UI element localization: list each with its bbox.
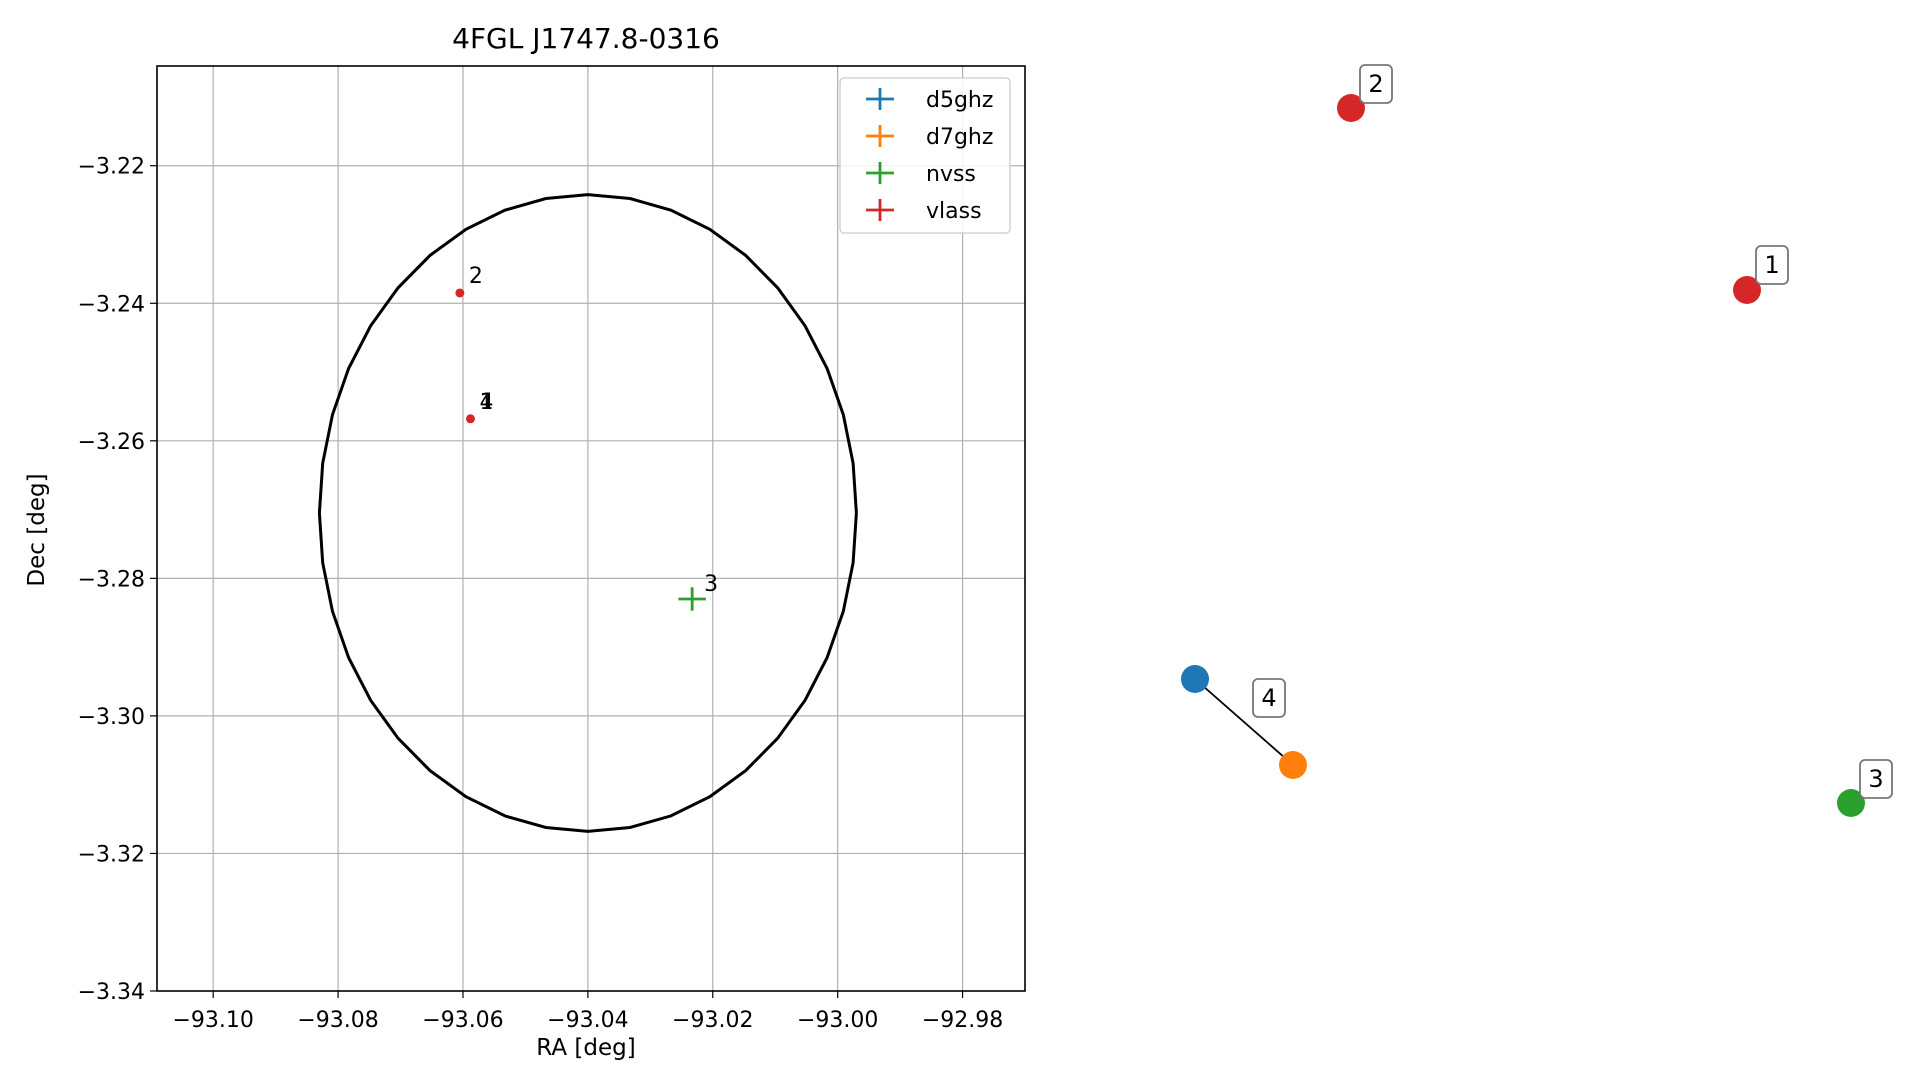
point-label: 4 [479, 390, 493, 415]
graph-node-label-box [1252, 678, 1286, 718]
x-tick-label: −93.10 [172, 1008, 253, 1033]
y-tick-label: −3.26 [78, 430, 145, 455]
point-label: 1 [479, 390, 493, 415]
localization-ellipse [317, 193, 858, 833]
y-axis-label: Dec [deg] [24, 473, 50, 586]
y-tick-label: −3.28 [78, 567, 145, 592]
x-tick-label: −93.00 [797, 1008, 878, 1033]
point-label: 3 [704, 572, 718, 597]
graph-node [1837, 789, 1865, 817]
localization-ellipse-group [317, 193, 858, 833]
legend: d5ghz d7ghz nvss vlass [839, 77, 1011, 234]
legend-entries: d5ghz d7ghz nvss vlass [866, 88, 993, 224]
y-tick-label: −3.30 [78, 705, 145, 730]
y-tick-label: −3.24 [78, 292, 145, 317]
data-point-vlass [455, 288, 465, 298]
graph-node-label-box [1359, 64, 1393, 104]
graph-node-label: 1 [1764, 251, 1779, 279]
x-tick-label: −93.02 [672, 1008, 753, 1033]
x-tick-label: −93.06 [422, 1008, 503, 1033]
y-tick-label: −3.22 [78, 155, 145, 180]
legend-label-d5ghz: d5ghz [926, 88, 993, 113]
graph-node [1337, 94, 1365, 122]
graph-edge [1194, 678, 1294, 766]
plot-frame [156, 65, 1026, 992]
graph-node-label-box [1755, 245, 1789, 285]
graph-node [1181, 665, 1209, 693]
point-label: 2 [469, 264, 483, 289]
y-tick-label: −3.32 [78, 842, 145, 867]
graph-node-label: 2 [1368, 70, 1383, 98]
scatter-panel: 4FGL J1747.8-0316 3 2 14 −93.10 −93.08 −93.0… [24, 22, 1026, 1061]
data-points: 3 2 14 [455, 264, 718, 611]
legend-label-d7ghz: d7ghz [926, 125, 993, 150]
legend-label-nvss: nvss [926, 162, 976, 187]
graph-node [1279, 751, 1307, 779]
legend-box [839, 77, 1011, 234]
x-tick-label: −93.08 [297, 1008, 378, 1033]
legend-label-vlass: vlass [926, 199, 982, 224]
data-point-vlass [465, 414, 475, 424]
x-tick-label: −92.98 [922, 1008, 1003, 1033]
graph-node-label-box [1859, 759, 1893, 799]
graph-node-label: 4 [1261, 684, 1276, 712]
y-axis-ticks: −3.22 −3.24 −3.26 −3.28 −3.30 −3.32 −3.34 [78, 155, 157, 1005]
chart-title: 4FGL J1747.8-0316 [452, 22, 720, 55]
x-axis-label: RA [deg] [536, 1035, 635, 1061]
x-axis-ticks: −93.10 −93.08 −93.06 −93.04 −93.02 −93.00 −92.… [172, 991, 1003, 1033]
graph-node-label: 3 [1868, 765, 1883, 793]
y-tick-label: −3.34 [78, 980, 145, 1005]
x-tick-label: −93.04 [547, 1008, 628, 1033]
graph-node [1733, 276, 1761, 304]
crossmatch-graph: 2 1 4 3 [1181, 64, 1893, 817]
